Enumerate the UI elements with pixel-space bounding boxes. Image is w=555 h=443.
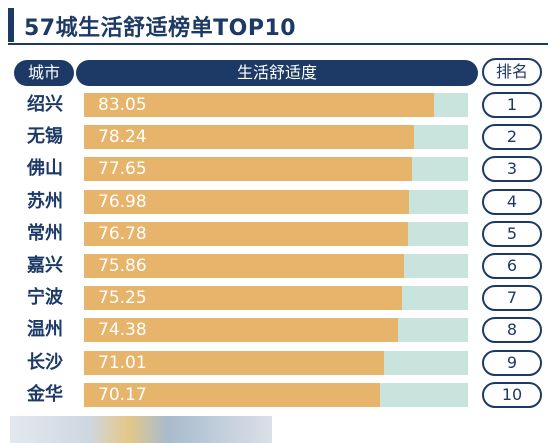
bar-track: 76.78	[84, 221, 468, 246]
chart-row: 常州 76.78 5	[0, 218, 555, 250]
header-score: 生活舒适度	[76, 60, 478, 86]
rank-badge: 7	[482, 285, 542, 312]
bar-value-label: 74.38	[98, 320, 147, 341]
bar-track: 83.05	[84, 93, 468, 117]
chart-row: 温州 74.38 8	[0, 314, 555, 346]
partial-photo	[10, 416, 272, 443]
bar-value-label: 71.01	[98, 352, 147, 373]
chart-row: 绍兴 83.05 1	[0, 89, 555, 121]
city-label: 绍兴	[27, 94, 63, 115]
chart-row: 嘉兴 75.86 6	[0, 250, 555, 282]
title-block: 57城生活舒适榜单TOP10	[8, 4, 548, 45]
rank-badge: 10	[482, 381, 542, 408]
city-label: 佛山	[27, 158, 63, 180]
city-label: 常州	[27, 222, 63, 244]
bar	[84, 318, 398, 343]
bar-value-label: 78.24	[98, 127, 147, 148]
city-label: 无锡	[27, 126, 63, 148]
bar-track: 76.98	[84, 189, 468, 214]
header-rank: 排名	[482, 58, 542, 86]
bar	[84, 93, 435, 117]
chart-row: 无锡 78.24 2	[0, 121, 555, 153]
bar-value-label: 70.17	[98, 384, 147, 405]
title-underline	[8, 43, 548, 45]
bar	[84, 286, 402, 311]
chart-row: 佛山 77.65 3	[0, 153, 555, 185]
bar	[84, 125, 415, 150]
rank-badge: 5	[482, 220, 542, 247]
city-label: 金华	[27, 383, 63, 405]
bar-track: 71.01	[84, 350, 468, 375]
chart-row: 长沙 71.01 9	[0, 347, 555, 379]
city-label: 温州	[27, 319, 63, 341]
title-accent-bar	[8, 8, 14, 42]
bar-value-label: 75.86	[98, 256, 147, 276]
bar	[84, 254, 405, 278]
bar	[84, 350, 384, 375]
chart-title: 57城生活舒适榜单TOP10	[24, 16, 297, 41]
bar-track: 77.65	[84, 157, 468, 182]
bar-track: 70.17	[84, 382, 468, 407]
bar-value-label: 83.05	[98, 95, 147, 115]
chart-row: 苏州 76.98 4	[0, 186, 555, 218]
bar-value-label: 75.25	[98, 288, 147, 309]
bar	[84, 157, 412, 182]
bar-track: 75.25	[84, 286, 468, 311]
bar-value-label: 76.98	[98, 191, 147, 212]
bar-track: 78.24	[84, 125, 468, 150]
bar-value-label: 77.65	[98, 159, 147, 180]
rank-badge: 2	[482, 124, 542, 151]
city-label: 苏州	[27, 190, 63, 212]
rank-badge: 9	[482, 349, 542, 376]
rank-badge: 4	[482, 188, 542, 215]
rank-badge: 6	[482, 253, 542, 279]
rank-badge: 8	[482, 317, 542, 344]
chart-row: 宁波 75.25 7	[0, 282, 555, 314]
header-city: 城市	[14, 60, 74, 86]
city-label: 宁波	[27, 287, 63, 309]
city-label: 嘉兴	[27, 255, 63, 276]
bar	[84, 221, 408, 246]
bar-track: 74.38	[84, 318, 468, 343]
rank-badge: 3	[482, 156, 542, 183]
bar-track: 75.86	[84, 254, 468, 278]
bar	[84, 189, 409, 214]
rank-badge: 1	[482, 92, 542, 118]
bar	[84, 382, 381, 407]
bar-value-label: 76.78	[98, 223, 147, 244]
chart-row: 金华 70.17 10	[0, 379, 555, 411]
city-label: 长沙	[27, 351, 63, 373]
